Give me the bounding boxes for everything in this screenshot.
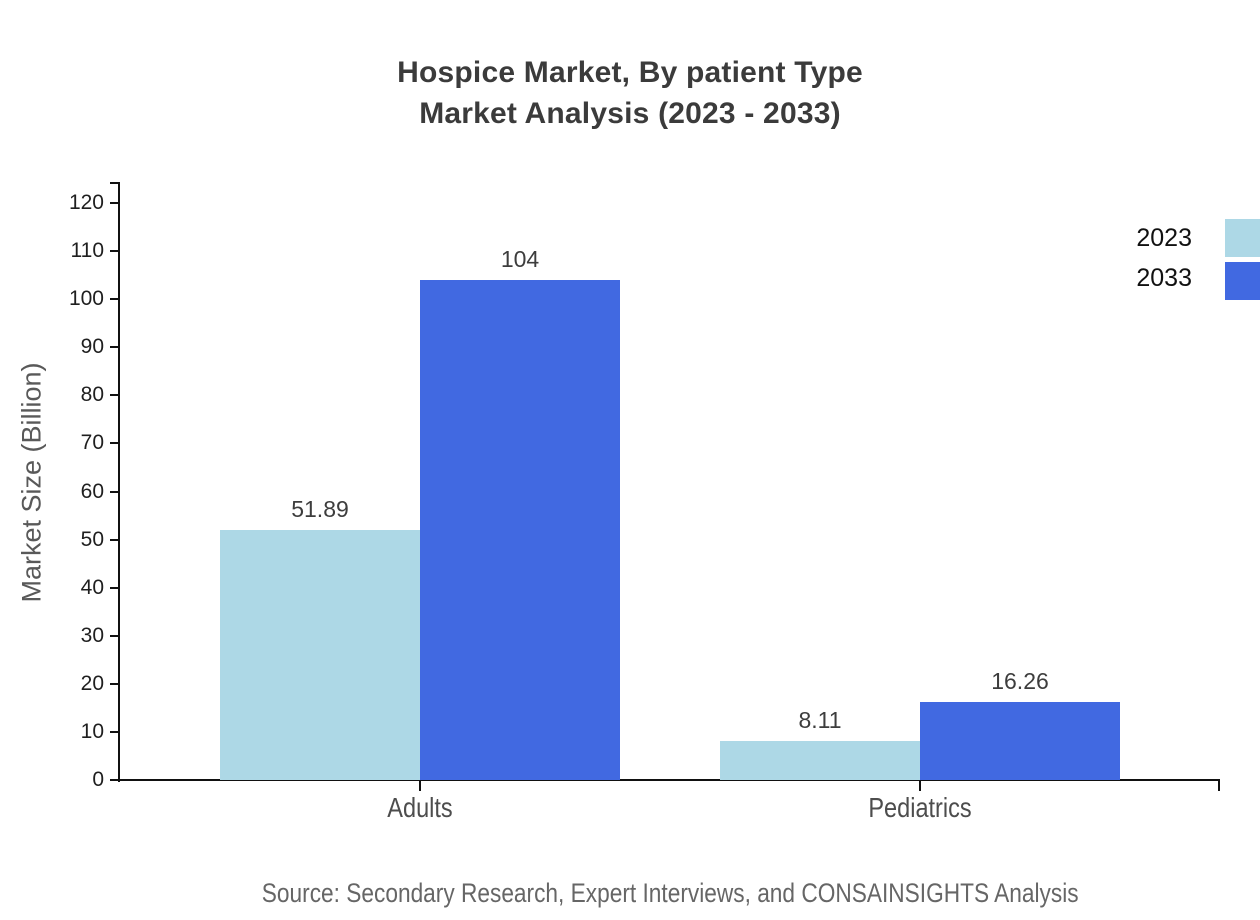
chart-title-line-1: Hospice Market, By patient Type xyxy=(397,56,863,89)
bar-2033-pediatrics xyxy=(920,701,1120,780)
y-axis-tick xyxy=(110,346,120,349)
y-axis-tick-label: 100 xyxy=(68,287,104,311)
y-axis-tick xyxy=(110,394,120,397)
bar-value-label: 51.89 xyxy=(291,496,349,523)
category-label: Adults xyxy=(387,792,453,823)
y-axis-tick xyxy=(110,634,120,637)
y-axis-tick xyxy=(110,538,120,541)
y-axis-tick-label: 60 xyxy=(80,479,104,503)
y-axis-tick-label: 70 xyxy=(80,431,104,455)
y-axis-tick xyxy=(110,682,120,685)
category-label: Pediatrics xyxy=(868,792,972,823)
y-axis-tick xyxy=(110,779,120,781)
y-axis-tick-label: 80 xyxy=(80,383,104,407)
source-text-content: Source: Secondary Research, Expert Inter… xyxy=(261,878,1079,908)
y-axis-tick-label: 20 xyxy=(80,671,104,695)
y-axis-tick xyxy=(110,586,120,589)
chart-title-line-2: Market Analysis (2023 - 2033) xyxy=(419,97,841,130)
bar-value-label: 16.26 xyxy=(991,667,1049,694)
y-axis-tick xyxy=(110,442,120,445)
y-axis-tick-label: 40 xyxy=(80,575,104,599)
y-axis-tick xyxy=(110,250,120,253)
y-axis-tick xyxy=(110,298,120,301)
legend-label-2023: 2023 xyxy=(1136,224,1192,252)
bar-value-label: 104 xyxy=(500,245,540,272)
y-axis-tick xyxy=(110,490,120,493)
y-axis-tick-label: 50 xyxy=(80,527,104,551)
y-axis-tick-label: 10 xyxy=(80,719,104,743)
legend-swatch-2033 xyxy=(1225,262,1260,300)
bar-2033-adults xyxy=(420,279,620,780)
y-axis-tick xyxy=(110,730,120,733)
y-axis-tick xyxy=(110,202,120,204)
y-axis-tick-label: 0 xyxy=(92,768,104,791)
bar-value-label: 8.11 xyxy=(798,707,842,733)
y-axis-tick-label: 30 xyxy=(80,623,104,647)
legend-label-2033: 2033 xyxy=(1136,264,1192,292)
x-axis-tick xyxy=(419,780,421,791)
x-axis-end-cap xyxy=(1218,780,1220,791)
y-axis-tick-label: 90 xyxy=(80,335,104,359)
source-text: Source: Secondary Research, Expert Inter… xyxy=(0,878,1260,909)
y-axis-tick-label: 110 xyxy=(70,239,104,263)
chart-title: Hospice Market, By patient Type Market A… xyxy=(0,52,1260,134)
y-axis-tick-label: 120 xyxy=(68,191,104,214)
x-axis-line xyxy=(118,779,1220,781)
y-axis-end-cap xyxy=(110,182,120,184)
bar-2023-pediatrics xyxy=(720,741,920,780)
x-axis-tick xyxy=(919,780,921,791)
y-axis-line xyxy=(118,182,120,782)
legend-swatch-2023 xyxy=(1225,219,1260,257)
bar-2023-adults xyxy=(220,530,420,780)
